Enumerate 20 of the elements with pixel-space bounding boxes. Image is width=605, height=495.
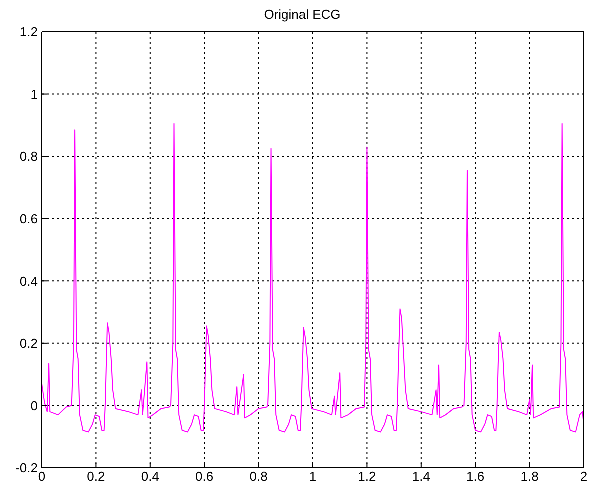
line-series (42, 123, 584, 433)
y-tick-label: 0 (30, 398, 38, 414)
x-tick-label: 1.4 (412, 469, 430, 484)
x-tick-label: 0.4 (141, 469, 160, 484)
y-tick-label: 1 (30, 86, 38, 102)
x-tick-label: 1.8 (520, 469, 539, 484)
chart-title: Original ECG (263, 7, 342, 22)
x-tick-label: 1 (309, 469, 317, 484)
x-tick-label: 0.6 (196, 469, 214, 484)
x-tick-label: 1.2 (358, 469, 376, 484)
x-tick-label: 0.8 (250, 469, 268, 484)
y-tick-label: 0.2 (20, 336, 38, 352)
y-tick-label: 0.4 (20, 274, 38, 289)
y-tick-label: -0.2 (16, 460, 38, 476)
y-tick-label: 0.6 (20, 211, 38, 226)
x-tick-label: 0.2 (87, 469, 106, 484)
y-tick-label: 0.8 (20, 149, 38, 164)
y-tick-label: 1.2 (20, 24, 38, 40)
x-tick-label: 2 (580, 469, 588, 484)
x-tick-label: 1.6 (466, 469, 485, 484)
